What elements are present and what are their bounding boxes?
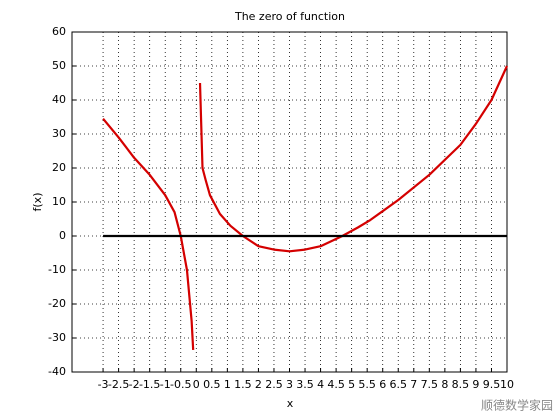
x-tick-label: 2.5 <box>265 378 283 391</box>
y-tick-label: 40 <box>52 93 66 106</box>
data-line <box>102 65 509 350</box>
x-tick-label: 6.5 <box>390 378 408 391</box>
x-tick-label: 9.5 <box>483 378 501 391</box>
y-tick-label: 30 <box>52 127 66 140</box>
x-tick-label: 1 <box>224 378 231 391</box>
watermark: 顺德数学家园 <box>481 398 553 413</box>
x-tick-label: -3 <box>98 378 109 391</box>
y-tick-label: 0 <box>59 229 66 242</box>
x-tick-label: 10 <box>500 378 514 391</box>
y-tick-label: 50 <box>52 59 66 72</box>
x-tick-label: 4.5 <box>327 378 345 391</box>
axes-box <box>71 31 508 373</box>
x-tick-label: 7 <box>410 378 417 391</box>
x-tick-label: 8 <box>441 378 448 391</box>
x-tick-label: 0 <box>193 378 200 391</box>
x-tick-label: 4 <box>317 378 324 391</box>
y-tick-label: 60 <box>52 25 66 38</box>
x-tick-label: 2 <box>255 378 262 391</box>
y-tick-label: -30 <box>48 331 66 344</box>
x-tick-label: -1 <box>160 378 171 391</box>
x-axis-label: x <box>287 397 294 410</box>
y-tick-label: -40 <box>48 365 66 378</box>
x-tick-label: -2.5 <box>108 378 129 391</box>
x-tick-label: 5.5 <box>358 378 376 391</box>
x-tick-label: 0.5 <box>203 378 221 391</box>
x-tick-label: 3.5 <box>296 378 314 391</box>
x-tick-label: 1.5 <box>234 378 252 391</box>
x-tick-label: -2 <box>129 378 140 391</box>
y-tick-label: 10 <box>52 195 66 208</box>
x-tick-label: 6 <box>379 378 386 391</box>
chart-title: The zero of function <box>234 10 345 23</box>
y-tick-label: 20 <box>52 161 66 174</box>
y-tick-label: -20 <box>48 297 66 310</box>
x-tick-label: -0.5 <box>170 378 191 391</box>
y-tick-label: -10 <box>48 263 66 276</box>
y-axis-label: f(x) <box>31 193 44 212</box>
x-tick-label: 5 <box>348 378 355 391</box>
x-tick-label: 7.5 <box>421 378 439 391</box>
x-tick-label: -1.5 <box>139 378 160 391</box>
x-tick-label: 3 <box>286 378 293 391</box>
x-tick-label: 9 <box>472 378 479 391</box>
x-tick-label: 8.5 <box>452 378 470 391</box>
